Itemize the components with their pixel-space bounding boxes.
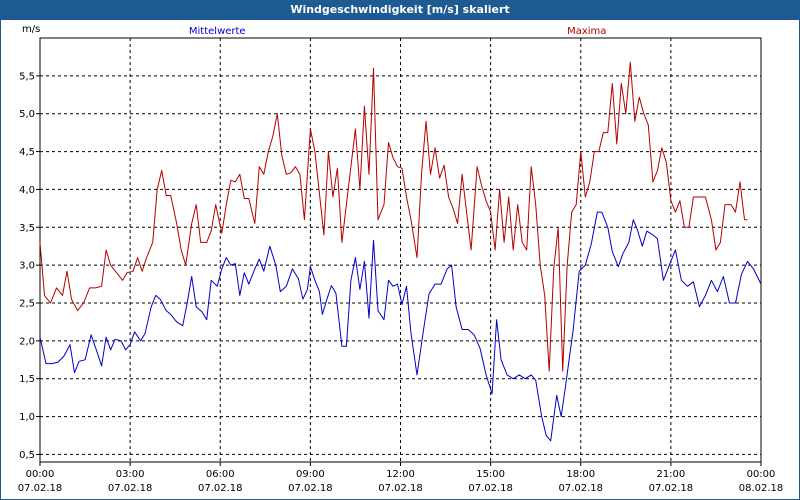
window-title: Windgeschwindigkeit [m/s] skaliert (0, 0, 800, 20)
y-tick-label: 4,0 (19, 185, 35, 196)
x-tick-time-label: 09:00 (296, 469, 325, 480)
y-tick-label: 5,5 (19, 71, 35, 82)
x-tick-time-label: 15:00 (476, 469, 505, 480)
x-tick-time-label: 06:00 (206, 469, 235, 480)
x-tick-date-label: 07.02.18 (108, 483, 153, 494)
x-tick-date-label: 07.02.18 (18, 483, 63, 494)
y-tick-label: 2,5 (19, 299, 35, 310)
x-tick-time-label: 03:00 (116, 469, 145, 480)
x-tick-time-label: 18:00 (566, 469, 595, 480)
y-tick-label: 0,5 (19, 450, 35, 461)
y-tick-label: 5,0 (19, 109, 35, 120)
x-tick-time-label: 00:00 (26, 469, 55, 480)
chart-canvas: 0,5 1,0 1,5 2,0 2,5 3,0 3,5 4,0 4,5 5,0 5,5 00:00 07… (18, 24, 784, 494)
legend-item-maxima: Maxima (567, 26, 606, 37)
x-tick-date-label: 07.02.18 (198, 483, 243, 494)
x-tick-date-label: 07.02.18 (378, 483, 423, 494)
x-tick-time-label: 21:00 (656, 469, 685, 480)
y-tick-label: 1,0 (19, 412, 35, 423)
y-tick-label: 2,0 (19, 336, 35, 347)
series-layer (39, 61, 762, 442)
y-tick-label: 1,5 (19, 374, 35, 385)
grid-layer (40, 38, 761, 462)
x-tick-date-label: 08.02.18 (739, 483, 784, 494)
legend-item-mittelwerte: Mittelwerte (189, 26, 246, 37)
series-line-maxima (39, 61, 748, 372)
x-tick-time-label: 00:00 (747, 469, 776, 480)
x-tick-date-label: 07.02.18 (288, 483, 333, 494)
y-axis-unit-label: m/s (22, 24, 40, 35)
series-line-mittelwerte (39, 211, 762, 442)
y-tick-label: 3,5 (19, 223, 35, 234)
y-tick-label: 3,0 (19, 261, 35, 272)
x-tick-time-label: 12:00 (386, 469, 415, 480)
y-tick-label: 4,5 (19, 147, 35, 158)
axis-layer: 0,5 1,0 1,5 2,0 2,5 3,0 3,5 4,0 4,5 5,0 5,5 00:00 07… (18, 71, 784, 494)
x-tick-date-label: 07.02.18 (649, 483, 694, 494)
x-tick-date-label: 07.02.18 (468, 483, 513, 494)
x-tick-date-label: 07.02.18 (558, 483, 603, 494)
